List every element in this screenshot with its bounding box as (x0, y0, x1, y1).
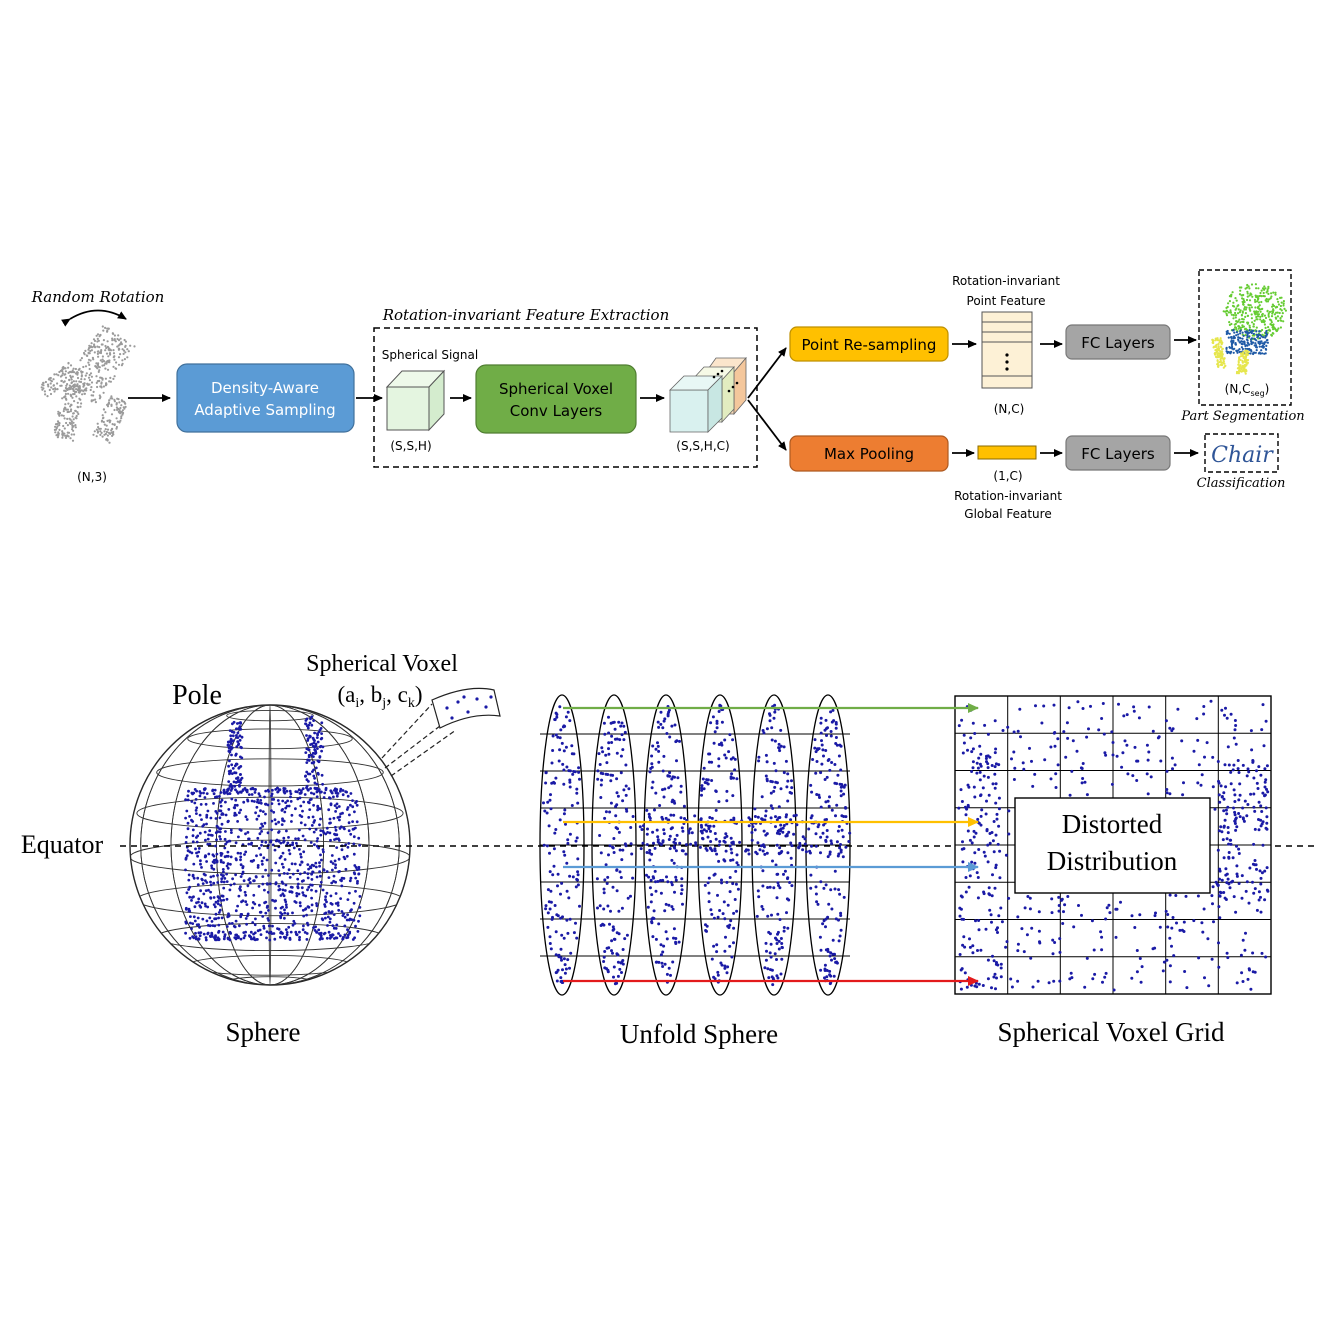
sphere-caption: Sphere (226, 1017, 301, 1047)
conv-label-line1: Spherical Voxel (499, 380, 613, 398)
distorted-label-line1: Distorted (1062, 809, 1163, 839)
arrow-branch-up (747, 347, 787, 399)
point-feature-shape-label: (N,C) (994, 402, 1025, 416)
pipeline-diagram: Random Rotation (N,3) Density-Aware Adap… (31, 269, 1305, 521)
distorted-label-line2: Distribution (1047, 846, 1178, 876)
sphere-figure (129, 704, 411, 986)
pole-label: Pole (172, 680, 222, 711)
equator-label: Equator (21, 830, 104, 859)
fc-bottom-label: FC Layers (1081, 445, 1155, 463)
point-feature-label-line1: Rotation-invariant (952, 274, 1060, 288)
point-feature-label-line2: Point Feature (967, 294, 1046, 308)
sampling-box (176, 363, 355, 433)
maxpool-box (789, 435, 949, 472)
fc-layers-top-box (1065, 324, 1171, 360)
spherical-signal-label: Spherical Signal (382, 348, 478, 362)
voxel-title: Spherical Voxel (306, 651, 458, 677)
voxel-grid-figure: Distorted Distribution (954, 695, 1272, 995)
voxel-coords: (ai, bj, ck) (337, 682, 422, 711)
feature-cubes-stack (669, 356, 747, 433)
arrow-branch-down (747, 399, 787, 451)
feature-extraction-group (373, 327, 758, 468)
rotation-arrow-icon (61, 309, 127, 327)
resampling-box (789, 326, 949, 362)
random-rotation-label: Random Rotation (31, 288, 165, 306)
classification-output-box (1204, 433, 1279, 473)
feature-extraction-title: Rotation-invariant Feature Extraction (382, 306, 670, 324)
voxel-callout (381, 687, 501, 777)
signal-shape-label: (S,S,H) (390, 439, 431, 453)
segmentation-output-box (1198, 269, 1292, 406)
part-segmentation-label: Part Segmentation (1180, 409, 1304, 424)
resampling-label: Point Re-sampling (802, 336, 937, 354)
unfold-sphere-figure (539, 694, 852, 996)
grid-caption: Spherical Voxel Grid (998, 1017, 1225, 1047)
classification-label: Classification (1197, 476, 1286, 491)
conv-label-line2: Conv Layers (510, 402, 603, 420)
point-feature-table (981, 311, 1033, 389)
fc-layers-bottom-box (1065, 435, 1171, 471)
global-feature-bar (977, 445, 1037, 460)
global-feature-label-line2: Global Feature (964, 507, 1051, 521)
conv-layers-box (475, 364, 637, 434)
unfold-caption: Unfold Sphere (620, 1019, 778, 1049)
segmented-point-cloud-icon (1211, 283, 1287, 375)
spherical-signal-cube (385, 369, 446, 432)
distorted-distribution-box (1014, 797, 1211, 894)
global-feature-label-line1: Rotation-invariant (954, 489, 1062, 503)
input-shape-label: (N,3) (77, 470, 107, 484)
input-point-cloud-icon (40, 325, 136, 444)
class-label: Chair (1211, 443, 1274, 468)
maxpool-label: Max Pooling (824, 445, 914, 463)
sampling-label-line1: Density-Aware (211, 379, 319, 397)
fc-top-label: FC Layers (1081, 334, 1155, 352)
global-shape-label: (1,C) (993, 469, 1022, 483)
sampling-label-line2: Adaptive Sampling (194, 401, 335, 419)
spherical-voxel-panel: Pole Spherical Voxel (ai, bj, ck) Equato… (21, 651, 1316, 1049)
seg-shape-label: (N,Cseg) (1225, 382, 1270, 398)
conv-out-shape-label: (S,S,H,C) (676, 439, 729, 453)
